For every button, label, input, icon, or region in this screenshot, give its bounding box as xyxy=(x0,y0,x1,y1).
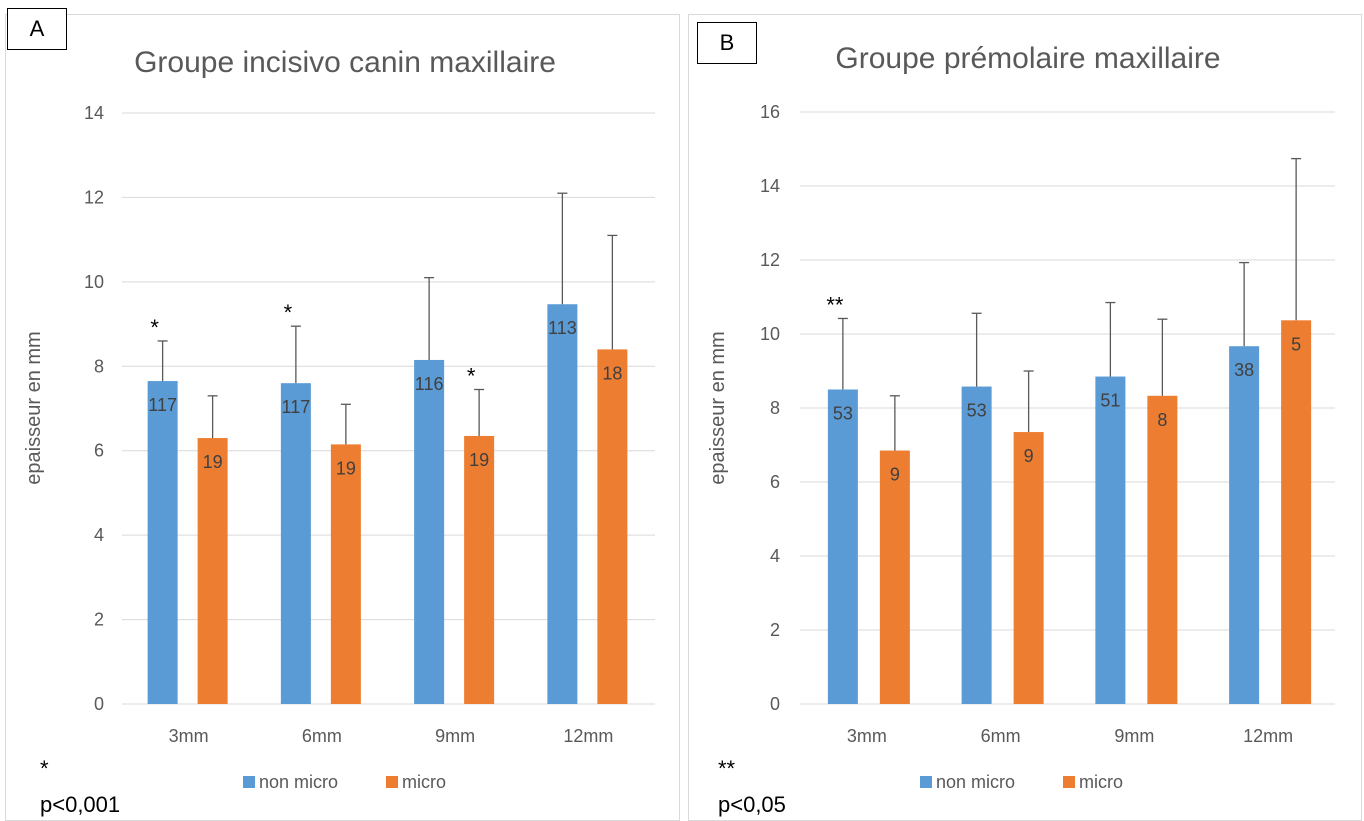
y-tick-label: 0 xyxy=(770,694,780,714)
panel-tag: A xyxy=(7,8,67,50)
x-tick-label: 3mm xyxy=(847,726,887,746)
legend-label: micro xyxy=(1079,772,1123,792)
y-tick-label: 10 xyxy=(760,324,780,344)
x-tick-label: 6mm xyxy=(981,726,1021,746)
panel-tag: B xyxy=(697,22,757,64)
y-tick-label: 4 xyxy=(770,546,780,566)
bar-micro xyxy=(464,435,495,704)
chart-canvas: Groupe incisivo canin maxillaire 0 2 4 6 8 10 1… xyxy=(23,46,655,792)
data-label: 18 xyxy=(602,363,622,383)
significance-mark: * xyxy=(150,315,159,340)
bar-non-micro xyxy=(1229,346,1260,704)
footnote-text: p<0,05 xyxy=(718,792,786,817)
y-tick-label: 16 xyxy=(760,102,780,122)
significance-mark: ** xyxy=(826,292,844,317)
data-label: 53 xyxy=(833,404,853,424)
data-label: 117 xyxy=(282,397,311,417)
x-tick-label: 9mm xyxy=(1114,726,1154,746)
data-label: 117 xyxy=(148,395,177,415)
x-tick-label: 12mm xyxy=(1243,726,1293,746)
data-label: 8 xyxy=(1157,410,1167,430)
bar-micro xyxy=(1013,432,1044,704)
bar-non-micro xyxy=(961,386,992,704)
chart-panel-a: A Groupe incisivo canin maxillaire 0 2 4 6 8 1… xyxy=(0,0,680,821)
y-tick-label: 2 xyxy=(770,620,780,640)
footnote-mark: ** xyxy=(718,756,736,781)
bar-non-micro xyxy=(280,383,311,704)
bar-micro xyxy=(1281,320,1312,704)
data-label: 5 xyxy=(1291,334,1301,354)
data-label: 19 xyxy=(336,458,356,478)
x-tick-label: 12mm xyxy=(563,726,613,746)
y-tick-label: 10 xyxy=(84,272,104,292)
y-tick-label: 6 xyxy=(770,472,780,492)
y-tick-label: 8 xyxy=(770,398,780,418)
legend-label: micro xyxy=(402,772,446,792)
legend-label: non micro xyxy=(259,772,338,792)
data-label: 38 xyxy=(1234,360,1254,380)
bar-non-micro xyxy=(827,389,858,704)
bar-micro xyxy=(597,349,628,704)
y-tick-label: 12 xyxy=(760,250,780,270)
chart-title: Groupe incisivo canin maxillaire xyxy=(134,46,556,79)
chart-panel-b: B Groupe prémolaire maxillaire 0 2 4 6 8 10 12 1… xyxy=(680,0,1364,821)
bar-micro xyxy=(879,450,910,704)
y-axis-label: epaisseur en mm xyxy=(707,331,729,484)
bar-micro xyxy=(330,444,361,704)
data-label: 51 xyxy=(1100,391,1120,411)
y-tick-label: 6 xyxy=(94,441,104,461)
significance-mark: * xyxy=(467,364,476,389)
bar-non-micro xyxy=(1095,376,1126,704)
data-label: 9 xyxy=(1024,446,1034,466)
bar-micro xyxy=(197,438,228,704)
data-label: 19 xyxy=(203,452,223,472)
data-label: 9 xyxy=(890,465,900,485)
legend-swatch xyxy=(243,776,255,788)
bar-non-micro xyxy=(147,381,178,704)
footnote-text: p<0,001 xyxy=(40,792,121,817)
data-label: 53 xyxy=(967,401,987,421)
data-label: 19 xyxy=(469,450,489,470)
legend-swatch xyxy=(1063,776,1075,788)
data-label: 116 xyxy=(415,374,444,394)
y-axis-label: epaisseur en mm xyxy=(23,331,45,484)
y-tick-label: 8 xyxy=(94,356,104,376)
y-tick-label: 12 xyxy=(84,187,104,207)
y-tick-label: 0 xyxy=(94,694,104,714)
y-tick-label: 14 xyxy=(760,176,780,196)
bar-non-micro xyxy=(547,304,578,704)
y-tick-label: 4 xyxy=(94,525,104,545)
legend-label: non micro xyxy=(936,772,1015,792)
chart-canvas: Groupe prémolaire maxillaire 0 2 4 6 8 10 12 14 1… xyxy=(707,42,1335,792)
x-tick-label: 3mm xyxy=(169,726,209,746)
significance-mark: * xyxy=(284,300,293,325)
footnote-mark: * xyxy=(40,756,49,781)
chart-title: Groupe prémolaire maxillaire xyxy=(835,42,1220,75)
x-tick-label: 9mm xyxy=(435,726,475,746)
data-label: 113 xyxy=(548,318,577,338)
y-tick-label: 14 xyxy=(84,103,104,123)
legend-swatch xyxy=(386,776,398,788)
bar-micro xyxy=(1147,395,1178,704)
y-tick-label: 2 xyxy=(94,610,104,630)
x-tick-label: 6mm xyxy=(302,726,342,746)
legend-swatch xyxy=(920,776,932,788)
bar-non-micro xyxy=(414,359,445,704)
